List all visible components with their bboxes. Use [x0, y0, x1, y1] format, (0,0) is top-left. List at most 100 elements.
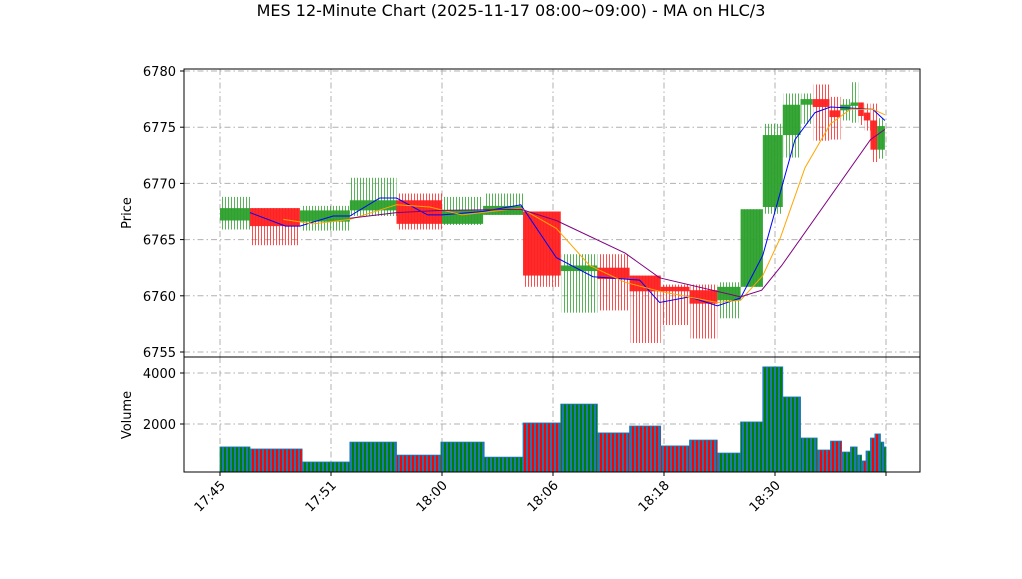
ma-mid-line — [283, 108, 886, 304]
candle-body — [349, 200, 397, 211]
candle-down — [863, 103, 871, 131]
candle-body — [800, 99, 813, 105]
candle-down — [858, 102, 864, 125]
candle-down — [870, 103, 878, 163]
volume-bar — [861, 460, 867, 472]
candle-down — [812, 84, 830, 141]
candle-body — [870, 120, 878, 150]
volume-axes-frame — [183, 356, 921, 473]
candle-body — [249, 208, 300, 227]
candle-up — [850, 82, 859, 123]
candle-up — [740, 209, 763, 287]
candle-down — [689, 284, 718, 339]
candles — [220, 82, 885, 344]
candle-down — [829, 96, 841, 140]
volume-bar — [716, 452, 741, 472]
volume-bar — [850, 446, 858, 472]
x-ticks: 17:45 17:51 18:00 18:06 18:18 18:30 — [192, 472, 887, 515]
candle-body — [396, 200, 442, 224]
volume-bar — [522, 422, 562, 472]
price-tick-label: 6760 — [143, 290, 176, 305]
volume-bars — [219, 366, 887, 472]
candle-up — [800, 93, 813, 124]
price-tick-label: 6780 — [143, 65, 176, 80]
candle-down — [660, 284, 690, 326]
candle-body — [523, 211, 561, 276]
candle-body — [762, 135, 783, 208]
candle-down — [523, 211, 561, 287]
volume-bar — [349, 441, 397, 472]
candle-body — [220, 208, 250, 221]
candle-wick — [813, 84, 830, 141]
candle-body — [877, 126, 885, 150]
x-tick-label: 17:45 — [192, 478, 229, 515]
candle-up — [717, 282, 741, 319]
volume-bar — [440, 441, 485, 472]
candle-body — [560, 265, 598, 272]
price-ylabel: Price — [120, 197, 135, 229]
candle-up — [349, 177, 397, 216]
candle-body — [850, 102, 859, 106]
chart-title: MES 12-Minute Chart (2025-11-17 08:00~09… — [257, 1, 766, 20]
candle-body — [597, 267, 630, 279]
volume-bar — [597, 432, 630, 472]
price-tick-label: 6755 — [143, 346, 176, 361]
volume-bar — [865, 450, 871, 472]
volume-y-ticks: 2000 4000 — [143, 367, 184, 433]
volume-bar — [560, 403, 598, 472]
candle-up — [442, 196, 484, 225]
candle-down — [249, 208, 300, 246]
volume-bar — [249, 448, 303, 472]
x-tick-label: 18:30 — [747, 478, 784, 515]
candle-body — [689, 290, 718, 304]
volume-bar — [830, 440, 842, 472]
candle-up — [782, 93, 801, 158]
volume-bar — [800, 437, 818, 472]
volume-bar — [689, 439, 718, 472]
candle-wick — [830, 96, 841, 140]
volume-bar — [396, 454, 442, 472]
price-tick-label: 6770 — [143, 177, 176, 192]
x-tick-label: 18:18 — [636, 478, 673, 515]
x-tick-label: 18:06 — [525, 478, 562, 515]
ma-lines — [249, 106, 886, 307]
candle-body — [660, 286, 690, 292]
price-tick-label: 6775 — [143, 121, 176, 136]
candle-up — [877, 118, 885, 159]
candle-up — [220, 196, 250, 230]
volume-bar — [782, 396, 801, 472]
volume-ylabel: Volume — [120, 391, 135, 439]
price-y-ticks: 6755 6760 6765 6770 6775 6780 — [143, 65, 184, 361]
volume-tick-label: 4000 — [143, 367, 176, 382]
volume-bar — [660, 445, 690, 472]
candle-down — [396, 193, 442, 230]
candle-body — [629, 275, 661, 292]
volume-bar — [870, 437, 876, 472]
volume-bar — [629, 425, 662, 472]
volume-bar — [874, 433, 881, 472]
candle-body — [717, 286, 741, 301]
volume-bar — [856, 454, 862, 472]
volume-bar — [883, 446, 887, 472]
candle-body — [829, 110, 841, 118]
volume-bar — [483, 456, 524, 472]
volume-bar — [301, 461, 351, 472]
volume-bar — [816, 449, 831, 472]
ma-slow-line — [349, 128, 886, 298]
candle-body — [812, 99, 830, 107]
price-grid — [184, 69, 920, 357]
x-tick-label: 18:00 — [414, 478, 451, 515]
candle-body — [863, 112, 871, 121]
candle-wick — [801, 93, 813, 124]
candle-body — [782, 104, 801, 136]
candle-body — [299, 210, 350, 222]
volume-bar — [880, 441, 885, 472]
candle-up — [762, 123, 783, 214]
volume-bar — [219, 446, 251, 472]
volume-tick-label: 2000 — [143, 418, 176, 433]
price-tick-label: 6765 — [143, 234, 176, 249]
ma-fast-line — [249, 106, 886, 307]
x-tick-label: 17:51 — [303, 478, 340, 515]
candle-body — [740, 209, 763, 287]
